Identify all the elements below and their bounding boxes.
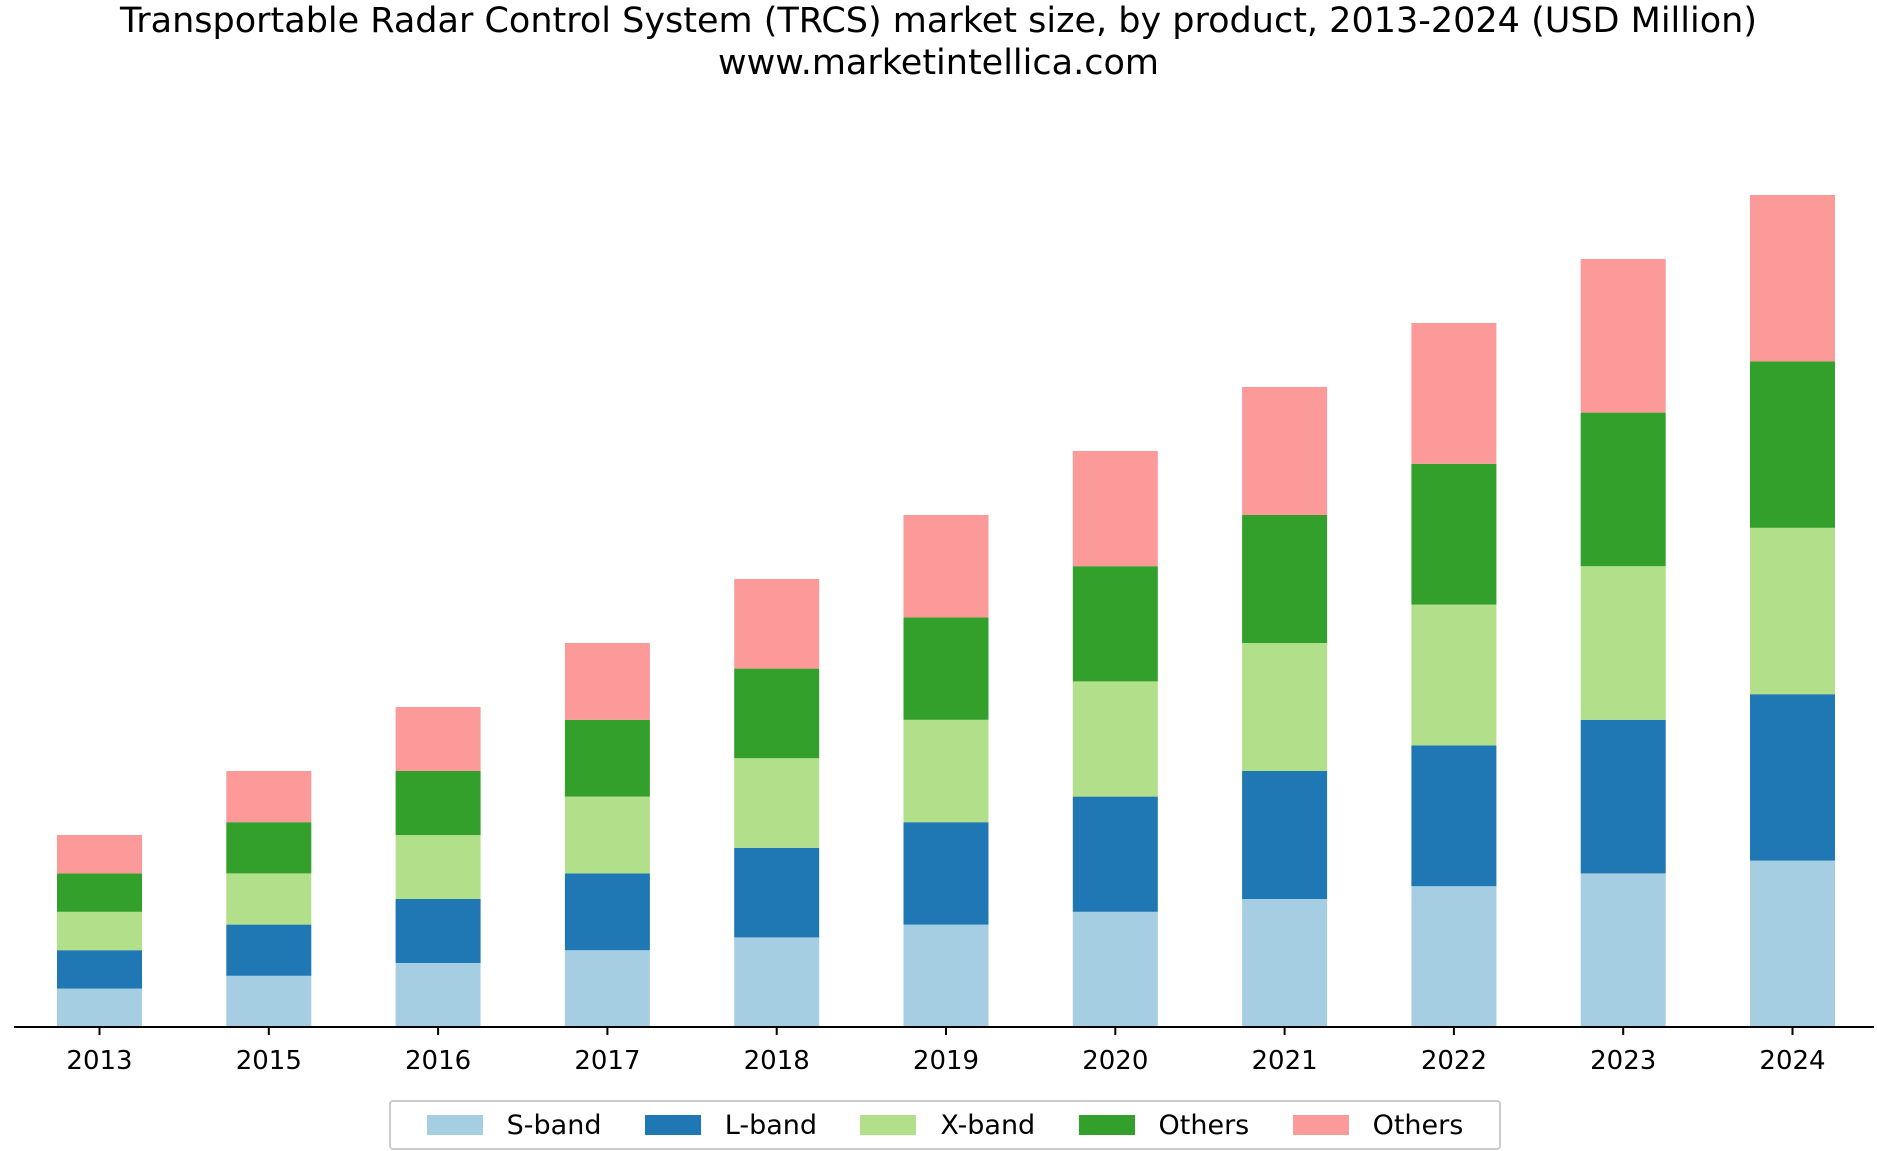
bar-segment-2019-series-5	[903, 515, 989, 618]
legend-swatch	[1292, 1115, 1349, 1135]
bar-segment-2017-series-5	[564, 643, 650, 720]
x-tick-label: 2018	[744, 1046, 810, 1076]
bar-segment-2019-series-3	[903, 719, 989, 823]
chart-title: Transportable Radar Control System (TRCS…	[0, 0, 1877, 84]
bar-segment-2024-series-3	[1750, 527, 1835, 695]
bar-segment-2024-series-4	[1750, 361, 1835, 528]
bar-segment-2021-series-1	[1242, 899, 1328, 1027]
bar-segment-2017-series-4	[564, 719, 650, 797]
x-tick-label: 2024	[1759, 1046, 1825, 1076]
legend-label: Others	[1158, 1109, 1250, 1141]
bar-segment-2013-series-1	[57, 988, 142, 1027]
bar-segment-2024-series-1	[1750, 860, 1835, 1027]
bar-segment-2018-series-4	[734, 668, 820, 759]
bar-segment-2021-series-2	[1242, 771, 1328, 899]
bar-segment-2017-series-3	[564, 796, 650, 874]
legend-swatch	[1078, 1115, 1135, 1135]
bar-segment-2020-series-3	[1072, 681, 1158, 797]
bar-segment-2017-series-2	[564, 873, 650, 951]
bar-segment-2020-series-5	[1072, 451, 1158, 567]
legend: S-band L-band X-band Others Others	[389, 1100, 1501, 1150]
chart-subtitle: www.marketintellica.com	[718, 43, 1159, 83]
bar-segment-2015-series-3	[226, 873, 312, 925]
bar-segment-2015-series-1	[226, 975, 312, 1027]
legend-swatch	[644, 1115, 701, 1135]
x-tick-label: 2020	[1082, 1046, 1148, 1076]
bar-segment-2022-series-1	[1411, 886, 1497, 1027]
x-tick-label: 2013	[66, 1046, 132, 1076]
legend-swatch	[860, 1115, 917, 1135]
bar-segment-2022-series-3	[1411, 604, 1497, 746]
bar-segment-2018-series-3	[734, 758, 820, 848]
legend-label: Others	[1372, 1109, 1464, 1141]
x-tick-label: 2022	[1421, 1046, 1487, 1076]
bar-segment-2016-series-2	[395, 899, 481, 963]
bar-segment-2022-series-4	[1411, 463, 1497, 605]
bar-segment-2013-series-3	[57, 911, 142, 951]
bar-segment-2020-series-2	[1072, 796, 1158, 912]
bar-segment-2021-series-3	[1242, 643, 1328, 771]
bar-segment-2023-series-3	[1580, 566, 1666, 720]
bar-segment-2021-series-5	[1242, 387, 1328, 515]
bar-segment-2018-series-2	[734, 847, 820, 938]
bar-segment-2016-series-5	[395, 707, 481, 771]
bar-segment-2013-series-4	[57, 873, 142, 912]
legend-item: X-band	[860, 1110, 1035, 1141]
bar-segment-2023-series-5	[1580, 259, 1666, 413]
x-tick-label: 2021	[1252, 1046, 1318, 1076]
bar-segment-2023-series-1	[1580, 873, 1666, 1027]
bar-segment-2013-series-5	[57, 835, 142, 874]
x-tick-label: 2023	[1590, 1046, 1656, 1076]
legend-swatch	[426, 1115, 483, 1135]
bar-segment-2023-series-2	[1580, 719, 1666, 874]
legend-label: X-band	[940, 1109, 1036, 1141]
bars-layer	[57, 195, 1835, 1027]
bar-segment-2021-series-4	[1242, 515, 1328, 643]
bar-segment-2016-series-3	[395, 835, 481, 899]
bar-segment-2018-series-1	[734, 937, 820, 1027]
bar-segment-2019-series-2	[903, 822, 989, 925]
legend-item: Others	[1292, 1109, 1464, 1141]
bar-segment-2015-series-5	[226, 771, 312, 823]
bar-segment-2024-series-5	[1750, 195, 1835, 362]
legend-item: Others	[1078, 1109, 1250, 1141]
bar-segment-2022-series-5	[1411, 323, 1497, 464]
x-ticks-layer: 2013 2015 2016 2017 2018 2019 2020 2021 2022 2023…	[66, 1027, 1826, 1076]
legend-label: S-band	[506, 1109, 602, 1141]
bar-segment-2024-series-2	[1750, 694, 1835, 861]
bar-segment-2016-series-4	[395, 771, 481, 835]
bar-segment-2022-series-2	[1411, 745, 1497, 887]
bar-segment-2023-series-4	[1580, 412, 1666, 567]
legend-label: L-band	[724, 1109, 818, 1141]
stacked-bar-chart: 2013 2015 2016 2017 2018 2019 2020 2021 2022 2023…	[14, 195, 1874, 1076]
bar-segment-2019-series-4	[903, 617, 989, 720]
bar-segment-2013-series-2	[57, 950, 142, 989]
bar-segment-2018-series-5	[734, 579, 820, 669]
x-tick-label: 2019	[913, 1046, 979, 1076]
x-tick-label: 2016	[405, 1046, 471, 1076]
bar-segment-2019-series-1	[903, 924, 989, 1027]
bar-segment-2017-series-1	[564, 950, 650, 1027]
bar-segment-2015-series-2	[226, 924, 312, 976]
bar-segment-2016-series-1	[395, 963, 481, 1027]
x-tick-label: 2015	[236, 1046, 302, 1076]
bar-segment-2020-series-4	[1072, 566, 1158, 682]
bar-segment-2020-series-1	[1072, 911, 1158, 1027]
bar-segment-2015-series-4	[226, 822, 312, 874]
legend-item: L-band	[644, 1109, 818, 1141]
x-tick-label: 2017	[574, 1046, 640, 1076]
legend-item: S-band	[426, 1109, 602, 1141]
chart-title-text: Transportable Radar Control System (TRCS…	[120, 1, 1757, 41]
